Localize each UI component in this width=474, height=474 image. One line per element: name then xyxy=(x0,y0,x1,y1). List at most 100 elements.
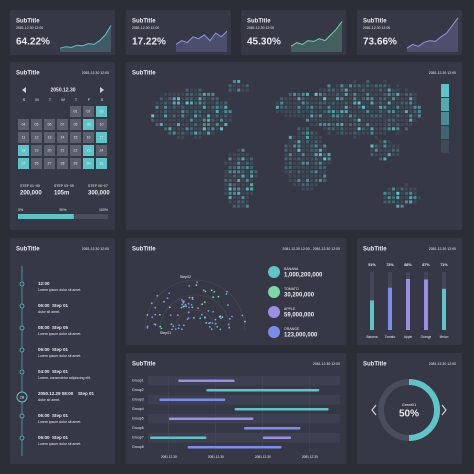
day-cell[interactable] xyxy=(44,145,55,156)
map-dot xyxy=(392,118,395,122)
next-arrow[interactable] xyxy=(441,404,447,416)
map-dot xyxy=(370,131,374,135)
radial-dot xyxy=(176,314,179,316)
map-dot xyxy=(344,110,348,114)
day-cell[interactable] xyxy=(70,158,81,169)
day-cell[interactable] xyxy=(57,158,68,169)
panel-title: SubTitle xyxy=(132,71,156,77)
map-dot xyxy=(400,105,404,109)
map-dot xyxy=(297,174,301,178)
next-arrow[interactable] xyxy=(100,87,104,93)
timeline-step: Step 01 xyxy=(78,391,95,396)
day-cell[interactable] xyxy=(18,145,29,156)
day-cell[interactable] xyxy=(18,119,29,130)
map-dot xyxy=(189,123,193,126)
map-dot xyxy=(357,114,361,118)
map-dot xyxy=(349,84,352,88)
day-cell[interactable] xyxy=(31,158,42,169)
day-cell[interactable] xyxy=(83,106,94,117)
map-dot xyxy=(232,191,236,195)
day-cell[interactable] xyxy=(44,132,55,143)
map-dot xyxy=(374,127,378,131)
day-cell[interactable] xyxy=(96,158,107,169)
prev-arrow[interactable] xyxy=(22,87,26,93)
map-dot xyxy=(409,101,413,105)
map-dot xyxy=(202,97,206,101)
map-dot xyxy=(383,148,387,152)
day-cell[interactable] xyxy=(57,145,68,156)
group-label: Group6 xyxy=(132,426,144,430)
day-cell[interactable] xyxy=(18,132,29,143)
gantt-row xyxy=(148,433,340,443)
day-cell[interactable] xyxy=(83,132,94,143)
map-dot xyxy=(301,101,305,105)
prev-arrow[interactable] xyxy=(371,404,377,416)
day-cell[interactable] xyxy=(44,119,55,130)
map-dot xyxy=(293,97,297,101)
map-dot xyxy=(331,118,335,122)
day-cell[interactable] xyxy=(96,145,107,156)
day-cell[interactable] xyxy=(31,119,42,130)
timeline-text: Lorem ipsum dolor sit amet. xyxy=(38,354,81,358)
map-dot xyxy=(404,127,408,131)
map-dot xyxy=(224,191,228,195)
day-cell[interactable] xyxy=(83,119,94,130)
day-cell[interactable] xyxy=(70,132,81,143)
radial-dot xyxy=(203,301,206,303)
scale-step xyxy=(441,112,449,125)
map-dot xyxy=(310,170,314,174)
map-dot xyxy=(228,88,232,92)
map-dot xyxy=(288,166,292,169)
map-dot xyxy=(241,170,245,174)
timeline-step: Step 05 xyxy=(52,325,69,330)
day-cell[interactable] xyxy=(70,106,81,117)
map-dot xyxy=(404,88,408,92)
map-dot xyxy=(177,110,180,114)
map-dot xyxy=(306,131,309,135)
day-cell[interactable] xyxy=(57,132,68,143)
day-cell[interactable] xyxy=(83,145,94,156)
day-cell[interactable] xyxy=(31,145,42,156)
radial-dot xyxy=(172,325,175,328)
map-dot xyxy=(314,118,318,122)
map-dot xyxy=(323,148,327,152)
day-cell[interactable] xyxy=(70,119,81,130)
day-cell[interactable] xyxy=(31,132,42,143)
day-number: 26 xyxy=(35,162,39,166)
legend-value: 30,200,000 xyxy=(284,293,315,299)
day-cell[interactable] xyxy=(18,158,29,169)
day-cell[interactable] xyxy=(96,119,107,130)
map-dot xyxy=(336,84,340,88)
day-cell[interactable] xyxy=(70,145,81,156)
map-dot xyxy=(211,101,215,105)
map-dot xyxy=(336,127,340,131)
day-cell[interactable] xyxy=(83,158,94,169)
group-label: Group3 xyxy=(132,398,144,402)
map-dot xyxy=(293,135,297,139)
map-dot xyxy=(409,187,413,191)
kpi-card xyxy=(241,10,346,55)
map-dot xyxy=(318,114,322,118)
map-dot xyxy=(241,183,245,187)
map-dot xyxy=(172,123,176,126)
map-dot xyxy=(194,110,198,114)
day-cell[interactable] xyxy=(44,158,55,169)
map-dot xyxy=(194,92,198,96)
map-dot xyxy=(284,161,288,165)
radial-dot xyxy=(159,325,162,328)
map-dot xyxy=(232,204,236,208)
map-dot xyxy=(177,123,180,126)
radial-dot xyxy=(212,296,215,298)
map-dot xyxy=(336,88,340,92)
legend-icon xyxy=(268,326,280,338)
day-cell[interactable] xyxy=(96,106,107,117)
map-dot xyxy=(336,114,340,118)
radial-dot xyxy=(183,305,185,308)
map-dot xyxy=(310,183,314,187)
day-cell[interactable] xyxy=(96,132,107,143)
map-dot xyxy=(409,196,413,200)
map-dot xyxy=(387,97,391,101)
day-cell[interactable] xyxy=(57,119,68,130)
map-dot xyxy=(241,178,245,182)
map-dot xyxy=(293,161,297,165)
